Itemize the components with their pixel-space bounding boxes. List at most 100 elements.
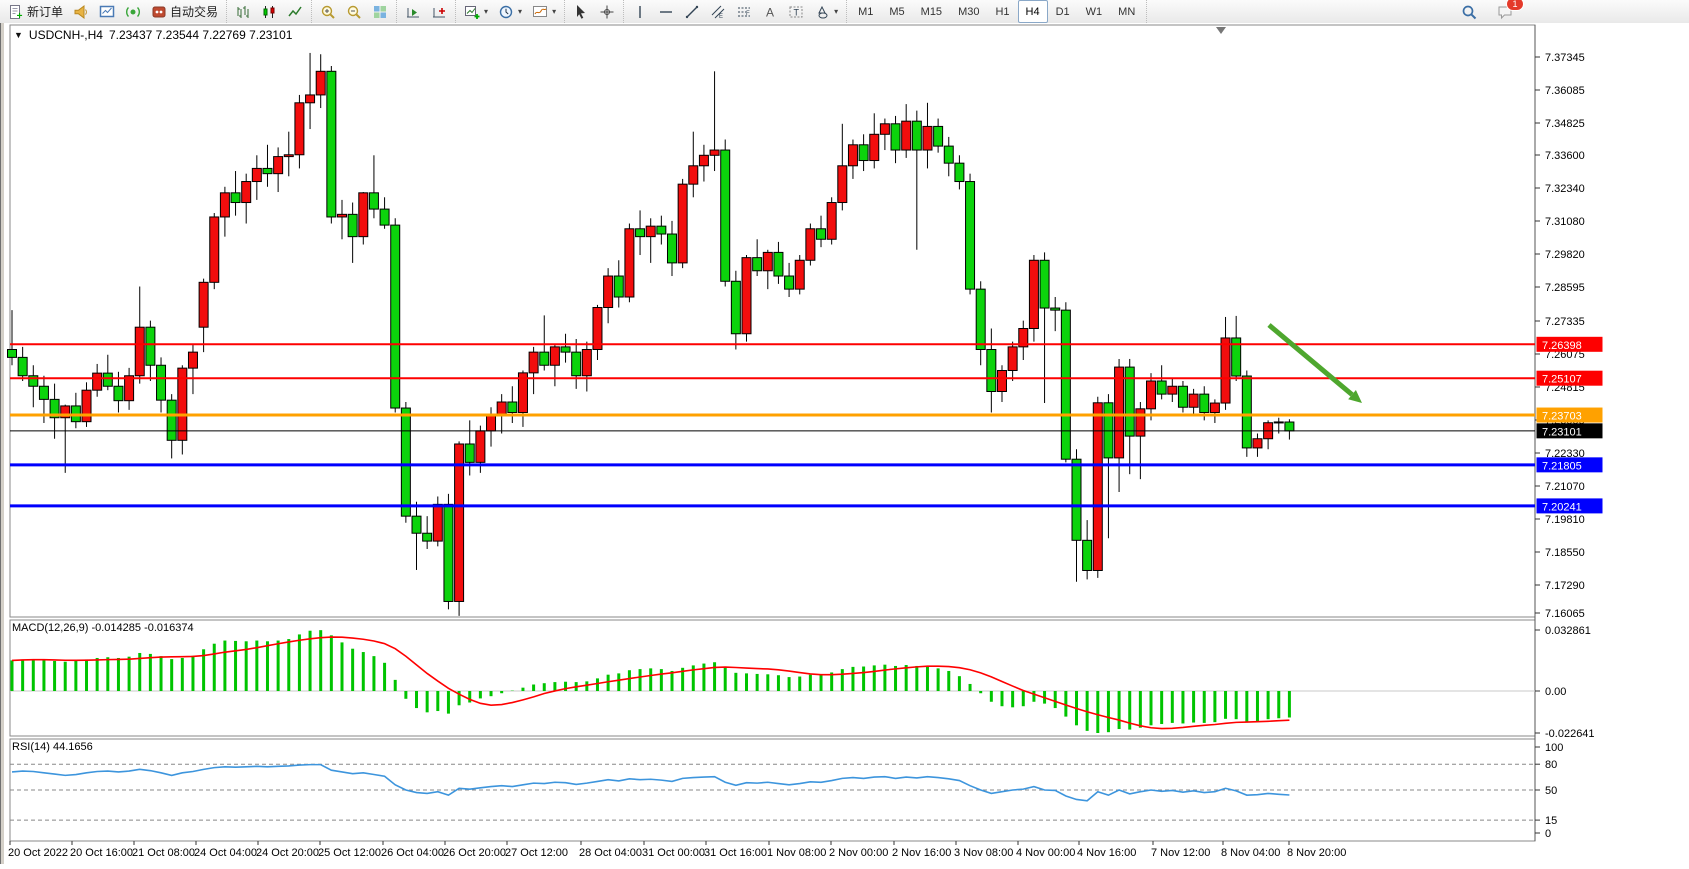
macd-indicator-label: MACD(12,26,9) -0.014285 -0.016374 [12,622,194,634]
timeframe-d1[interactable]: D1 [1055,5,1070,18]
candle [336,213,347,218]
timeframe-m5[interactable]: M5 [889,5,905,18]
timeframe-m1[interactable]: M1 [858,5,874,18]
candle [28,375,39,387]
chart-window[interactable]: ▼ USDCNH-,H4 7.23437 7.23544 7.22769 7.2… [0,23,1689,864]
candle [837,165,848,204]
timeframe-mn[interactable]: MN [1118,5,1136,18]
candle [368,192,379,210]
chart-canvas[interactable]: 7.37345 7.36085 7.34825 7.33600 7.32340 7.310… [4,23,1689,864]
candle [752,257,763,272]
trendline-button[interactable] [679,0,705,23]
collapse-chevron-icon[interactable]: ▼ [14,30,23,40]
timeframe-w1[interactable]: W1 [1085,5,1103,18]
new-order-icon: + [8,4,24,22]
price-pane[interactable] [9,24,1536,618]
bar-chart-button[interactable] [230,0,256,23]
timeframe-m30[interactable]: M30 [958,5,980,18]
candle [784,275,795,290]
chat-button[interactable]: 1 [1492,0,1524,23]
timeframe-h4[interactable]: H4 [1017,0,1048,23]
chevron-down-icon[interactable]: ▾ [518,7,523,16]
auto-scroll-button[interactable] [400,0,426,23]
candle [411,515,422,534]
rsi-indicator-label: RSI(14) 44.1656 [12,741,93,753]
candle [879,123,890,135]
auto-scroll-icon [405,4,421,20]
channel-button[interactable]: E [705,0,731,23]
candle [1156,380,1167,395]
candle [869,133,880,162]
chevron-down-icon[interactable]: ▾ [484,7,489,16]
text-label-button[interactable]: T [783,0,809,23]
svg-text:+: + [17,11,23,20]
templates-button[interactable]: ▾ [527,0,561,23]
chevron-down-icon[interactable]: ▾ [834,7,839,16]
text-button[interactable]: A [757,0,783,23]
market-watch-button[interactable] [94,0,120,23]
timeframe-group: M1 M5 M15 M30 H1 H4 D1 W1 MN [847,0,1148,23]
notification-badge: 1 [1506,0,1524,11]
line-chart-button[interactable] [282,0,308,23]
shapes-icon [814,4,830,20]
candle [571,351,582,377]
auto-trading-button[interactable]: 自动交易 [146,0,223,23]
candle [432,503,443,542]
macd-pane[interactable] [9,619,1536,737]
candle [187,351,198,369]
tile-windows-button[interactable] [367,0,393,23]
candle [1114,366,1125,459]
crosshair-button[interactable] [594,0,620,23]
candle [262,167,273,175]
trend-arrow-annotation[interactable] [1267,323,1362,403]
candle [454,443,465,602]
shapes-button[interactable]: ▾ [809,0,843,23]
chevron-down-icon[interactable]: ▾ [552,7,557,16]
candle [560,346,571,353]
price-badge [1536,498,1603,514]
candle [1028,259,1039,330]
candle [698,154,709,167]
candle [890,123,901,151]
zoom-in-button[interactable] [315,0,341,23]
periods-button[interactable]: ▾ [493,0,527,23]
toolbar-group [227,0,313,23]
candle [1241,375,1252,449]
timeframe-m15[interactable]: M15 [920,5,943,18]
chart-shift-marker[interactable] [1216,27,1226,34]
candle [1231,337,1242,377]
rsi-tick-label: 50 [1545,785,1557,797]
toolbar-group [312,0,398,23]
signals-button[interactable] [120,0,146,23]
horizontal-line-button[interactable] [653,0,679,23]
search-button[interactable] [1456,0,1482,23]
svg-text:T: T [794,7,800,17]
candle [624,228,635,298]
candlestick-chart-button[interactable] [256,0,282,23]
chart-ohlc-values: 7.23437 7.23544 7.22769 7.23101 [108,28,293,42]
chart-symbol: USDCNH-,H4 [28,28,103,42]
candle [1188,393,1199,408]
price-tick-label: 7.27335 [1545,316,1585,328]
candle [539,351,550,366]
text-icon: A [762,4,778,20]
new-chart-button[interactable]: ▾ [459,0,493,23]
candle [486,414,497,432]
cursor-button[interactable] [568,0,594,23]
zoom-out-button[interactable] [341,0,367,23]
price-badge [1536,336,1603,352]
fibonacci-button[interactable]: F [731,0,757,23]
vertical-line-button[interactable] [627,0,653,23]
svg-text:F: F [746,11,750,17]
new-order-button[interactable]: + 新订单 [3,0,68,23]
candle [507,401,518,413]
timeframe-h1[interactable]: H1 [995,5,1010,18]
candle [666,233,677,264]
chart-shift-button[interactable] [426,0,452,23]
candle [1018,328,1029,348]
candle [102,372,113,387]
announcement-icon[interactable] [68,0,94,23]
channel-icon: E [710,4,726,20]
toolbar-group: + 新订单 自动交易 [0,0,228,23]
arrow-shaft [1267,323,1354,397]
